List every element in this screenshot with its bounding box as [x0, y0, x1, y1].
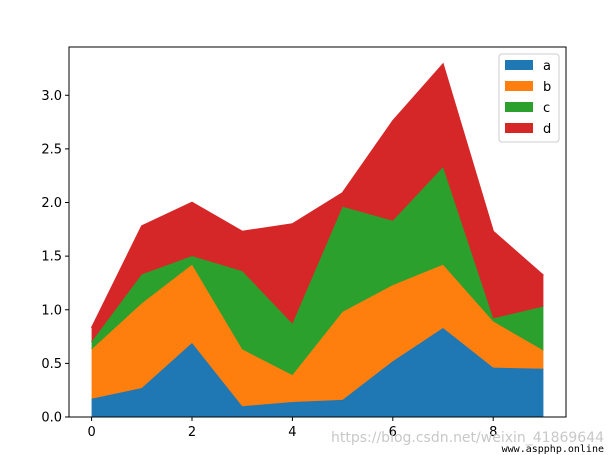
watermark: https://blog.csdn.net/weixin_41869644 ww…: [331, 430, 604, 455]
legend-swatch-c: [505, 102, 533, 112]
legend-swatch-a: [505, 60, 533, 70]
legend-swatch-b: [505, 81, 533, 91]
x-tick-label: 8: [489, 425, 497, 440]
area-layers: [90, 62, 544, 417]
area-line-d: [90, 62, 544, 329]
plot-frame: [68, 46, 567, 418]
x-tick-label: 2: [188, 425, 196, 440]
watermark-url: https://blog.csdn.net/weixin_41869644: [331, 430, 604, 446]
area-series-a: [91, 327, 544, 417]
y-tick-label: 0.0: [41, 411, 62, 426]
x-tick-label: 6: [389, 425, 397, 440]
y-tick-label: 3.0: [41, 89, 62, 104]
x-axis-ticks: 0 2 4 6 8: [87, 417, 497, 440]
y-tick-label: 1.5: [41, 250, 62, 265]
x-tick-label: 0: [87, 425, 95, 440]
legend-label-b: b: [543, 80, 551, 95]
legend-label-c: c: [543, 101, 550, 116]
x-tick-label: 4: [288, 425, 296, 440]
area-series-c: [91, 167, 544, 376]
area-series-d: [91, 64, 544, 342]
area-series-b: [91, 264, 544, 407]
legend-swatch-d: [505, 123, 533, 133]
legend-label-d: d: [543, 122, 551, 137]
y-tick-label: 1.0: [41, 303, 62, 318]
y-tick-label: 2.5: [41, 142, 62, 157]
watermark-site: www.aspphp.online: [502, 444, 604, 455]
y-tick-label: 0.5: [41, 357, 62, 372]
y-axis-ticks: 0.0 0.5 1.0 1.5 2.0 2.5 3.0: [41, 89, 69, 426]
legend-label-a: a: [543, 59, 551, 74]
y-tick-label: 2.0: [41, 196, 62, 211]
legend-box: [498, 53, 560, 143]
